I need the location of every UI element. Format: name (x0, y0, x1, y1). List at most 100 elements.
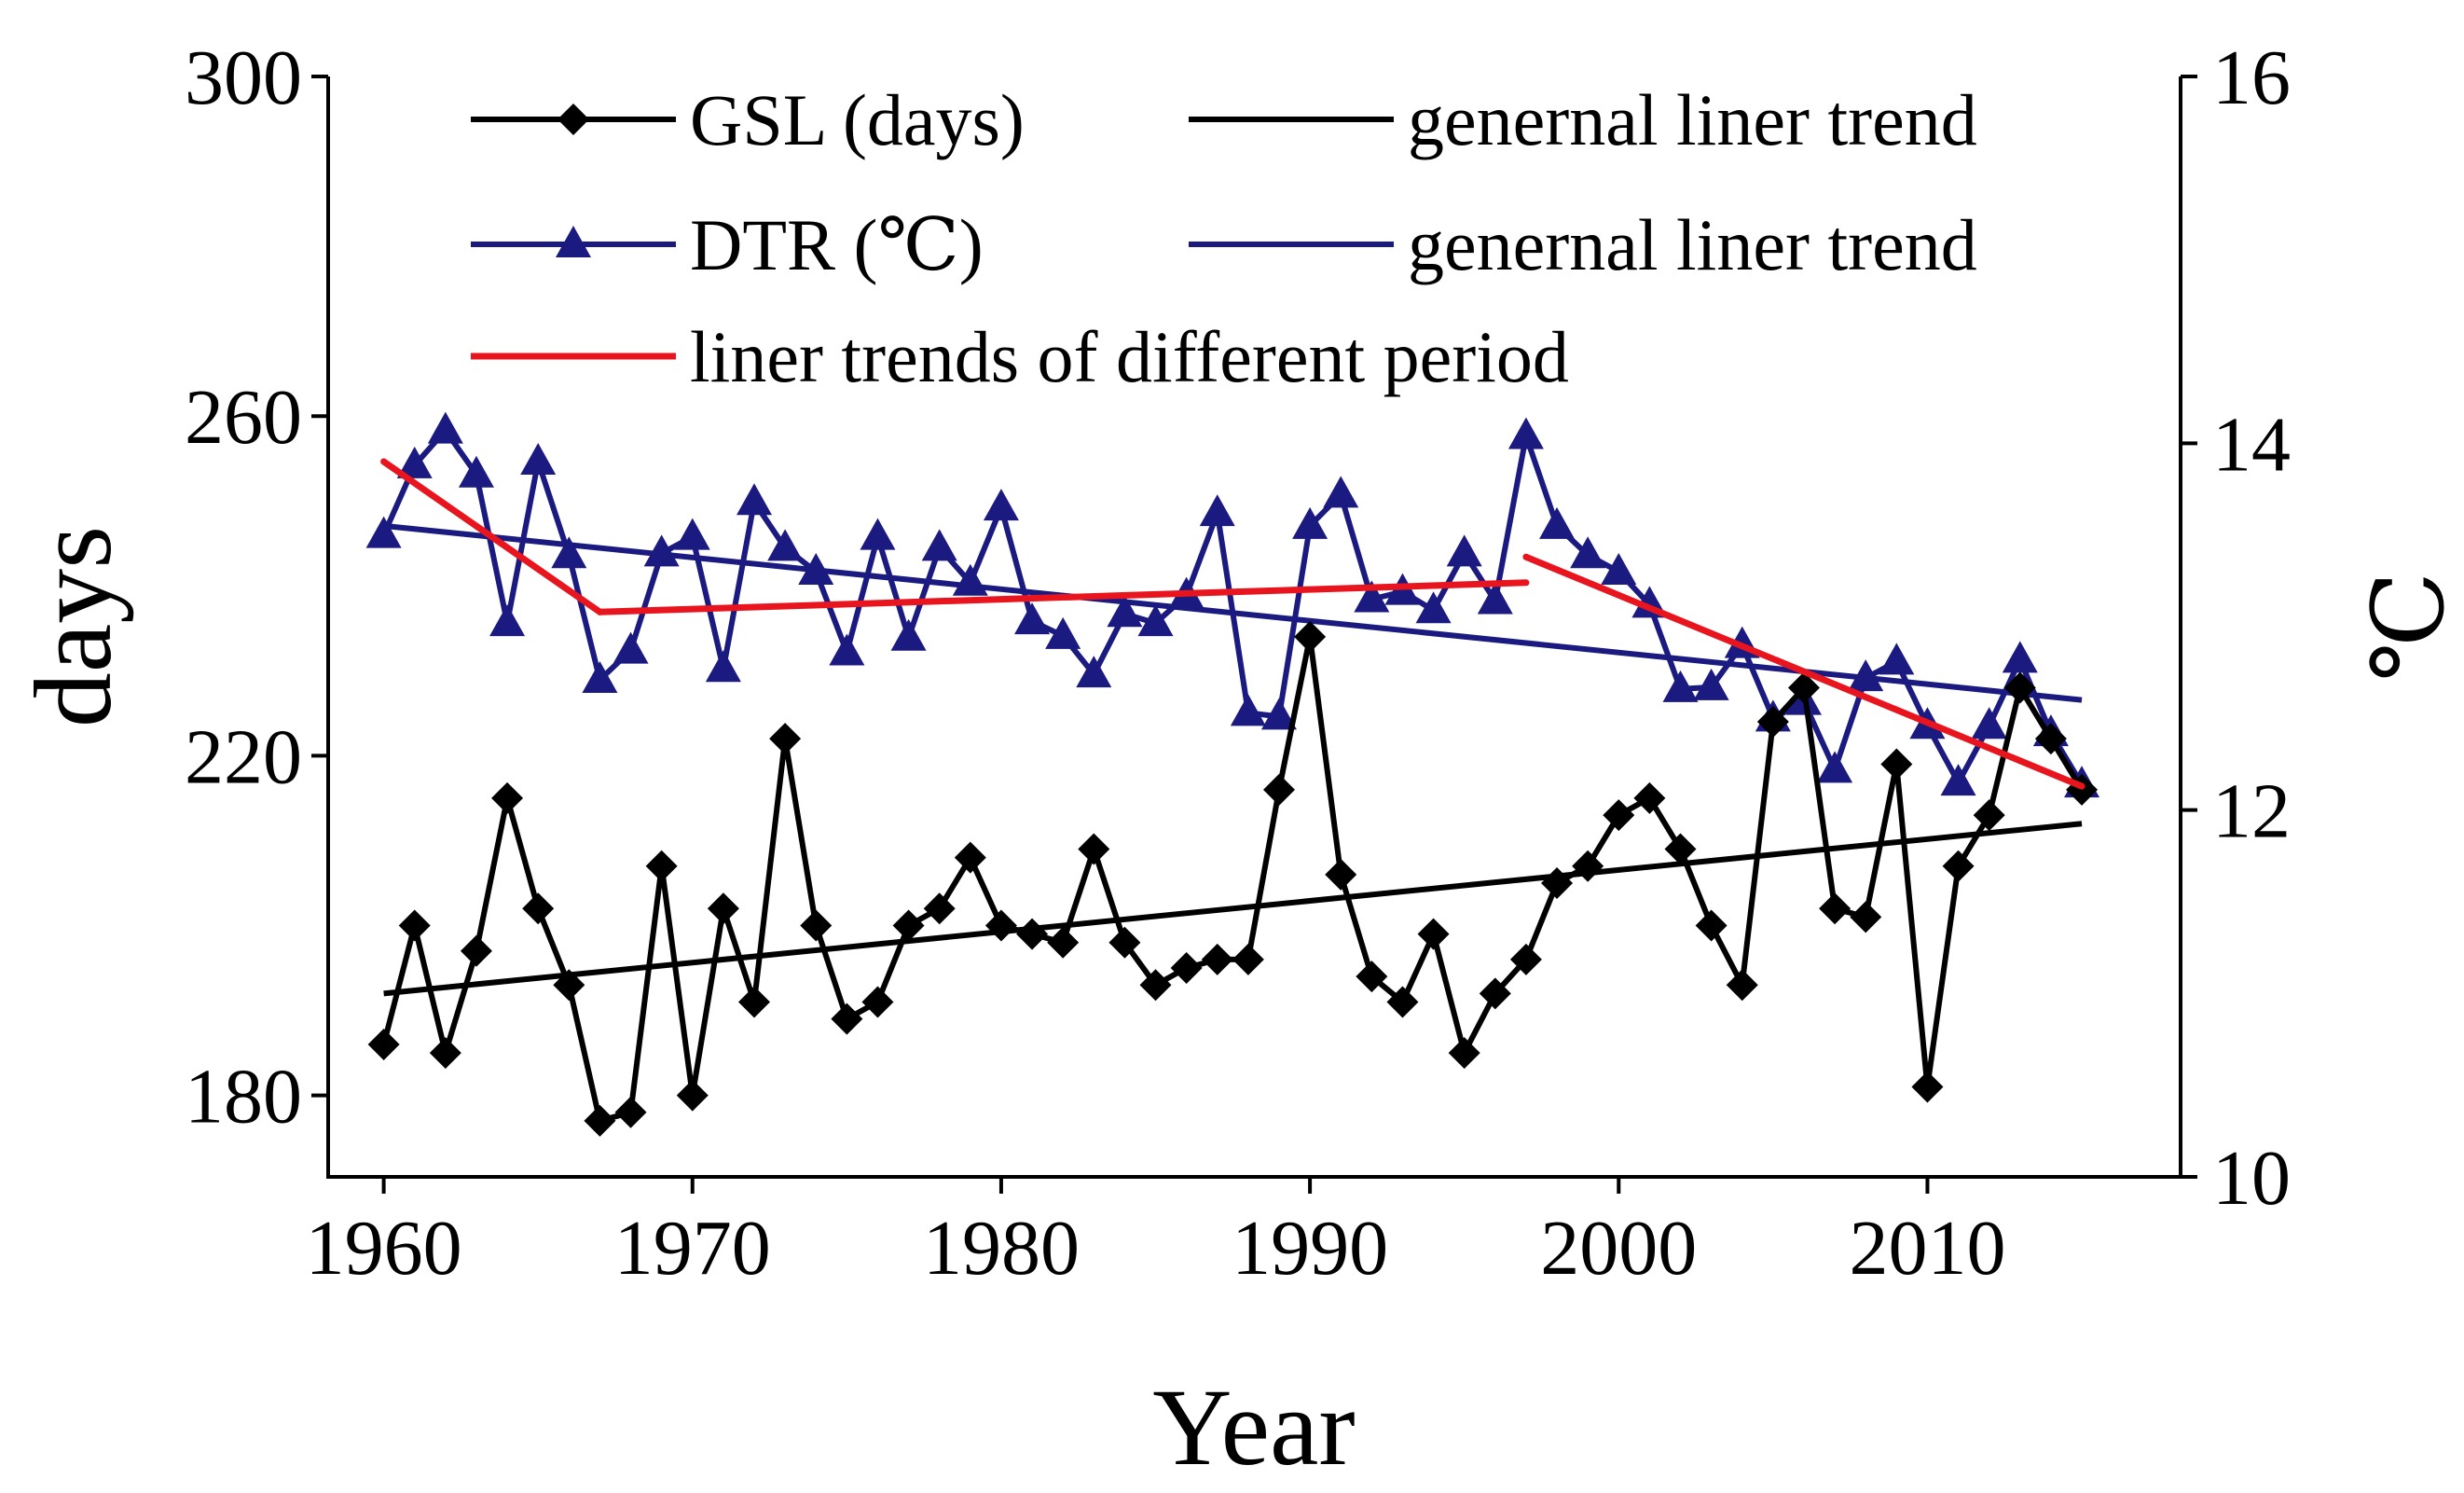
legend-dtr-triangle-marker (556, 226, 591, 257)
gsl-data-point (1726, 969, 1758, 1002)
gsl-data-point (1078, 833, 1110, 865)
dtr-data-point (1477, 582, 1513, 615)
gsl-data-point (2034, 723, 2067, 755)
gsl-data-point (584, 1104, 616, 1137)
dtr-data-point (1693, 668, 1729, 700)
gsl-data-point (1695, 909, 1728, 942)
gsl-data-point (1509, 943, 1542, 975)
gsl_trend-line (383, 821, 2083, 997)
dtr-data-point (767, 529, 804, 561)
gsl-data-point (1325, 858, 1357, 891)
gsl-data-point (1664, 833, 1697, 865)
dtr-data-point (921, 529, 957, 561)
period-trend-lines (380, 458, 2085, 790)
gsl-data-point (1942, 850, 1975, 882)
x-tick-label: 1980 (923, 1205, 1080, 1292)
dtr-data-point (458, 455, 494, 488)
dtr-data-point (952, 563, 988, 596)
legend-gsl-label: GSL (days) (690, 79, 1025, 160)
gsl-data-point (1756, 705, 1789, 738)
dtr-data-point (396, 446, 433, 478)
gsl-data-point (645, 850, 678, 882)
dtr-data-point (736, 483, 773, 516)
gsl-data-point (738, 986, 771, 1018)
x-tick-label: 2010 (1849, 1205, 2005, 1292)
x-axis-ticks: 1960 1970 1980 1990 2000 2010 (306, 1177, 2005, 1292)
dtr-data-point (551, 536, 587, 569)
period-trend-segment (380, 458, 603, 615)
right-y-axis-ticks: 10 12 14 16 (2181, 35, 2291, 1222)
gsl-data-point (429, 1037, 461, 1070)
period-trend-segment (596, 579, 1530, 615)
legend-period-trend-label: liner trends of different period (690, 316, 1569, 397)
dtr-data-point (1601, 553, 1637, 585)
dtr-data-point (1199, 494, 1235, 527)
gsl-data-point (1417, 918, 1450, 950)
dtr-data-point (798, 553, 834, 585)
gsl-data-point (1386, 986, 1419, 1018)
legend-entry-gsl-trend: genernal liner trend (1189, 79, 1977, 160)
left-y-axis-title: days (12, 526, 134, 727)
legend-gsl-trend-label: genernal liner trend (1408, 79, 1977, 160)
dtr-series (365, 411, 2100, 798)
dtr-data-point (1662, 670, 1699, 702)
dtr-data-point (2002, 641, 2038, 673)
gsl-data-point (491, 781, 524, 814)
gsl-data-point (1850, 901, 1882, 933)
gsl-data-point (367, 1028, 400, 1060)
gsl-data-point (1787, 671, 1820, 704)
gsl-data-point (1541, 866, 1574, 899)
x-tick-label: 1990 (1232, 1205, 1388, 1292)
gsl-data-point (1201, 943, 1233, 975)
dtr-data-point (582, 661, 618, 694)
gsl-series (367, 620, 2099, 1137)
gsl-data-point (1973, 799, 2005, 832)
gsl-data-point (1572, 850, 1604, 882)
x-tick-label: 1960 (306, 1205, 462, 1292)
right-y-tick-label: 10 (2212, 1135, 2291, 1222)
dtr-data-point (1137, 604, 1174, 637)
gsl-data-point (1170, 952, 1203, 985)
x-axis-title: Year (1152, 1366, 1355, 1488)
dtr-data-point (1879, 643, 1915, 675)
dtr-data-point (1817, 751, 1853, 783)
dtr-data-point (1507, 417, 1544, 449)
gsl-data-point (1047, 926, 1080, 959)
gsl-data-point (676, 1079, 709, 1112)
dtr-data-point (427, 411, 463, 444)
legend-entry-dtr: DTR (℃) (471, 204, 984, 285)
dtr-data-point (1230, 694, 1266, 726)
legend-dtr-label: DTR (℃) (690, 204, 984, 285)
gsl-data-point (1479, 977, 1511, 1010)
gsl-data-point (831, 1002, 863, 1035)
gsl-data-point (1139, 969, 1172, 1002)
gsl-data-point (769, 723, 802, 755)
gsl-data-point (892, 909, 925, 942)
x-tick-label: 2000 (1540, 1205, 1697, 1292)
gsl-data-point (1262, 773, 1295, 806)
gsl-data-point (2003, 671, 2036, 704)
gsl-series-line (380, 633, 2085, 1124)
dtr-data-point (860, 518, 896, 550)
gsl-data-point (1633, 781, 1666, 814)
dtr-data-point (489, 604, 526, 637)
dtr-data-point (1354, 580, 1390, 613)
dtr-data-point (1260, 698, 1297, 730)
legend-gsl-diamond-marker (557, 104, 589, 135)
right-y-tick-label: 16 (2212, 35, 2291, 121)
legend-entry-period-trends: liner trends of different period (471, 316, 1569, 397)
gsl-data-point (861, 986, 894, 1018)
left-y-tick-label: 260 (185, 374, 302, 461)
dtr-data-point (674, 518, 710, 550)
dtr-data-point (1076, 656, 1112, 688)
dtr-data-point (705, 650, 741, 683)
right-y-tick-label: 12 (2212, 768, 2291, 855)
gsl-data-point (1911, 1071, 1944, 1103)
gsl-data-point (1819, 892, 1851, 925)
gsl-data-point (1356, 961, 1388, 993)
gsl-data-point (954, 841, 986, 874)
gsl-data-point (1880, 748, 1913, 781)
gsl-data-point (553, 969, 585, 1002)
dtr-data-point (613, 631, 649, 664)
